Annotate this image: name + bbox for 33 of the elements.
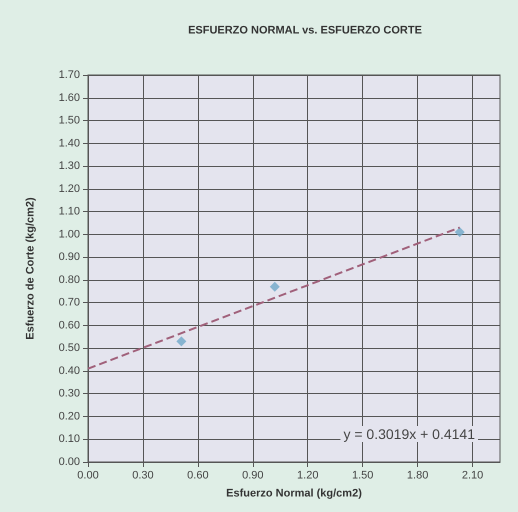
y-tick-label: 1.30 [58,160,80,172]
x-tick-label: 1.20 [297,470,318,482]
y-tick-label: 1.50 [58,114,80,127]
y-tick-label: 0.30 [58,388,80,400]
y-axis-title: Esfuerzo de Corte (kg/cm2) [24,196,36,340]
point [270,282,280,292]
y-tick-label: 0.10 [58,433,80,446]
y-tick-label: 1.20 [58,182,80,195]
y-tick-label: 0.60 [58,319,80,332]
x-tick-label: 1.50 [352,470,374,482]
y-tick-label: 0.70 [58,296,80,309]
y-tick-label: 0.20 [58,410,80,422]
y-tick-label: 1.40 [58,137,80,150]
y-tick-label: 1.10 [58,206,80,218]
x-axis-title: Esfuerzo Normal (kg/cm2) [226,488,362,500]
y-tick-label: 1.60 [58,92,80,104]
point [454,227,465,238]
x-tick-label: 0.30 [132,470,154,482]
y-tick-label: 0.80 [58,274,80,286]
annotation: y = 0.3019x + 0.4141 [343,426,476,442]
x-tick-label: 2.10 [462,470,484,482]
x-tick-label: 0.00 [77,470,99,482]
y-tick-label: 1.70 [58,69,80,81]
y-tick-label: 0.50 [58,342,80,354]
y-tick-label: 1.00 [58,228,80,240]
point [176,336,186,346]
x-tick-label: 0.90 [242,470,264,482]
x-tick-label: 1.80 [406,470,428,482]
y-tick-label: 0.00 [58,456,80,468]
chart-title: ESFUERZO NORMAL vs. ESFUERZO CORTE [188,24,422,36]
y-tick-label: 0.40 [58,364,80,377]
y-tick-label: 0.90 [58,251,80,264]
x-tick-label: 0.60 [187,470,209,482]
